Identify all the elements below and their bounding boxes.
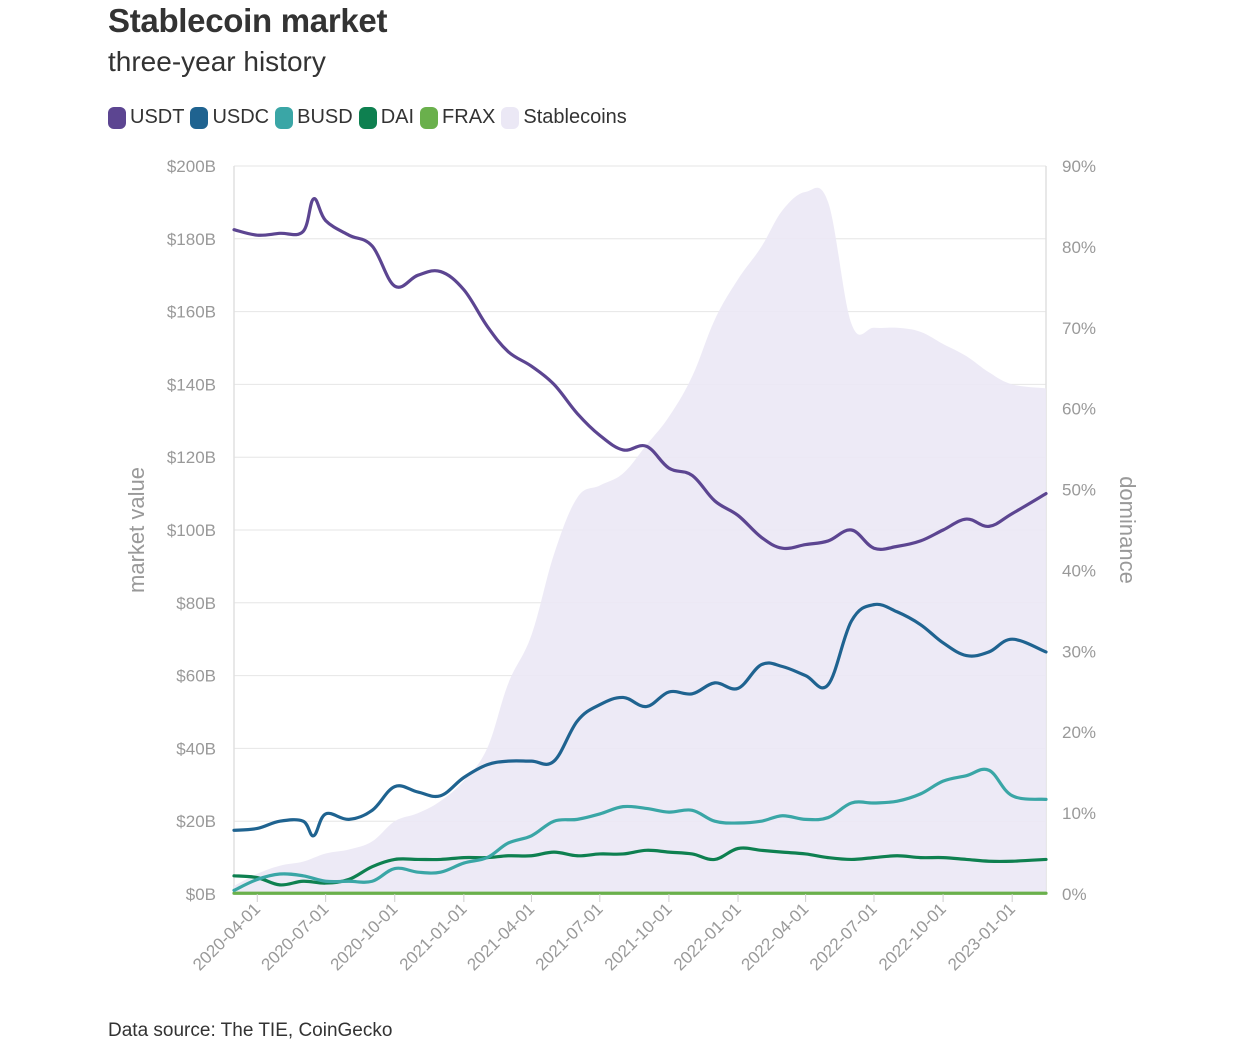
legend-label: DAI <box>380 106 415 128</box>
legend-label: BUSD <box>297 106 353 128</box>
legend-item-usdt: USDT <box>108 106 184 129</box>
legend-swatch <box>108 106 126 129</box>
chart-title: Stablecoin market <box>108 2 388 39</box>
x-tick-label: 2022-01-01 <box>670 899 745 974</box>
legend-item-usdc: USDC <box>190 106 269 129</box>
x-tick-label: 2021-07-01 <box>532 899 607 974</box>
series-line-usdc <box>232 602 1048 838</box>
legend-item-stablecoins: Stablecoins <box>501 106 627 129</box>
y2-tick-label: 90% <box>1062 157 1096 176</box>
legend-label: Stablecoins <box>523 106 627 128</box>
x-tick-label: 2021-04-01 <box>463 899 538 974</box>
legend-swatch <box>501 106 520 129</box>
legend-item-frax: FRAX <box>420 106 495 129</box>
x-tick-label: 2020-07-01 <box>258 899 333 974</box>
chart-subtitle: three-year history <box>108 46 326 77</box>
legend-swatch <box>275 106 294 129</box>
x-tick-label: 2022-10-01 <box>875 899 950 974</box>
y-tick-label: $80B <box>176 594 216 613</box>
y-tick-label: $120B <box>167 448 216 467</box>
legend-label: USDT <box>130 106 185 128</box>
x-tick-label: 2020-10-01 <box>327 899 402 974</box>
x-tick-label: 2021-01-01 <box>396 899 471 974</box>
y-tick-label: $60B <box>176 667 216 686</box>
y-tick-label: $100B <box>167 521 216 540</box>
series-line-busd <box>232 767 1048 892</box>
series-line-dai <box>232 846 1048 887</box>
legend-swatch <box>190 106 209 129</box>
legend-swatch <box>420 106 439 129</box>
y2-tick-label: 50% <box>1062 481 1096 500</box>
data-source: Data source: The TIE, CoinGecko <box>108 1020 393 1041</box>
legend-label: USDC <box>212 106 270 128</box>
y2-tick-label: 0% <box>1062 885 1087 904</box>
y-tick-label: $140B <box>167 375 216 394</box>
y2-tick-label: 40% <box>1062 561 1096 580</box>
legend-item-busd: BUSD <box>275 106 353 129</box>
y-tick-label: $20B <box>176 812 216 831</box>
x-tick-label: 2022-07-01 <box>806 899 881 974</box>
x-tick-label: 2023-01-01 <box>944 899 1019 974</box>
y2-tick-label: 10% <box>1062 804 1096 823</box>
y-axis-title: market value <box>124 467 149 593</box>
y-tick-label: $40B <box>176 739 216 758</box>
x-tick-label: 2022-04-01 <box>738 899 813 974</box>
y2-tick-label: 20% <box>1062 723 1096 742</box>
legend: USDT USDC BUSD DAI FRAX Stablecoins <box>108 106 633 129</box>
y-tick-label: $160B <box>167 303 216 322</box>
legend-label: FRAX <box>442 106 496 128</box>
y2-axis-title: dominance <box>1115 476 1140 584</box>
series-line-usdt <box>232 197 1048 551</box>
legend-item-dai: DAI <box>358 106 415 129</box>
y2-tick-label: 80% <box>1062 238 1096 257</box>
y-tick-label: $200B <box>167 157 216 176</box>
chart-svg: $0B $20B $40B $60B $80B $100B $120B $140B $160B $… <box>124 157 1140 974</box>
y2-tick-label: 60% <box>1062 400 1096 419</box>
y-tick-label: $0B <box>186 885 216 904</box>
y2-tick-label: 30% <box>1062 642 1096 661</box>
series-area-stablecoins <box>234 187 1046 894</box>
x-tick-label: 2021-10-01 <box>601 899 676 974</box>
x-tick-label: 2020-04-01 <box>189 899 264 974</box>
y2-tick-label: 70% <box>1062 319 1096 338</box>
legend-swatch <box>358 106 377 129</box>
y-tick-label: $180B <box>167 230 216 249</box>
